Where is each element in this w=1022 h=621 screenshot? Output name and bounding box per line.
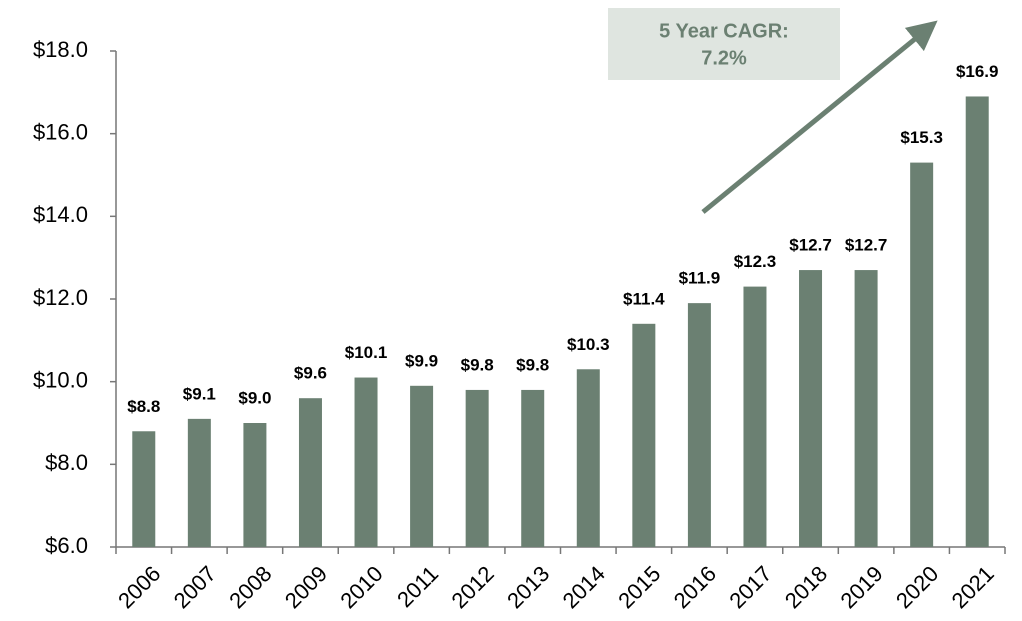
bar — [910, 162, 934, 547]
x-tick-label: 2015 — [613, 561, 665, 613]
bar — [187, 418, 211, 547]
y-tick-label: $14.0 — [33, 202, 88, 227]
bar — [965, 96, 989, 547]
value-label: $12.3 — [734, 252, 777, 271]
x-tick-label: 2019 — [835, 561, 887, 613]
value-label: $10.1 — [345, 343, 388, 362]
annotation: 5 Year CAGR: — [659, 20, 789, 42]
value-label: $9.8 — [461, 355, 494, 374]
x-tick-label: 2018 — [780, 561, 832, 613]
bar — [132, 431, 156, 547]
bar — [354, 377, 378, 547]
x-tick-label: 2021 — [947, 561, 999, 613]
x-tick-label: 2007 — [169, 561, 221, 613]
annotation: 7.2% — [701, 47, 747, 69]
value-label: $10.3 — [567, 335, 610, 354]
value-label: $12.7 — [845, 236, 888, 255]
value-label: $12.7 — [789, 236, 832, 255]
value-label: $9.8 — [516, 355, 549, 374]
x-tick-label: 2017 — [724, 561, 776, 613]
value-label: $16.9 — [956, 62, 999, 81]
x-tick-label: 2009 — [280, 561, 332, 613]
bar — [743, 286, 767, 547]
x-tick-label: 2016 — [669, 561, 721, 613]
bar — [854, 270, 878, 547]
annotation-box — [608, 8, 840, 80]
bar — [243, 423, 267, 547]
x-tick-label: 2010 — [335, 561, 387, 613]
value-label: $8.8 — [127, 397, 160, 416]
x-tick-label: 2014 — [558, 561, 610, 613]
x-tick-label: 2013 — [502, 561, 554, 613]
value-label: $15.3 — [900, 128, 943, 147]
bar — [465, 389, 489, 547]
value-label: $9.9 — [405, 351, 438, 370]
value-label: $9.1 — [183, 384, 216, 403]
value-label: $11.9 — [679, 269, 721, 288]
x-tick-label: 2012 — [447, 561, 499, 613]
bar — [410, 385, 434, 547]
x-tick-label: 2008 — [224, 561, 276, 613]
bar — [799, 270, 823, 547]
value-label: $11.4 — [623, 289, 665, 308]
bar — [298, 398, 322, 547]
value-label: $9.0 — [238, 388, 271, 407]
y-tick-label: $8.0 — [45, 450, 88, 475]
bar — [576, 369, 600, 547]
trend-arrow — [701, 20, 938, 214]
y-tick-label: $18.0 — [33, 37, 88, 62]
y-tick-label: $16.0 — [33, 119, 88, 144]
y-tick-label: $10.0 — [33, 367, 88, 392]
x-tick-label: 2020 — [891, 561, 943, 613]
y-tick-label: $12.0 — [33, 285, 88, 310]
bar — [632, 323, 656, 547]
bar — [521, 389, 545, 547]
x-tick-label: 2006 — [113, 561, 165, 613]
bar — [687, 303, 711, 547]
x-tick-label: 2011 — [392, 561, 443, 612]
value-label: $9.6 — [294, 364, 327, 383]
y-tick-label: $6.0 — [45, 533, 88, 558]
